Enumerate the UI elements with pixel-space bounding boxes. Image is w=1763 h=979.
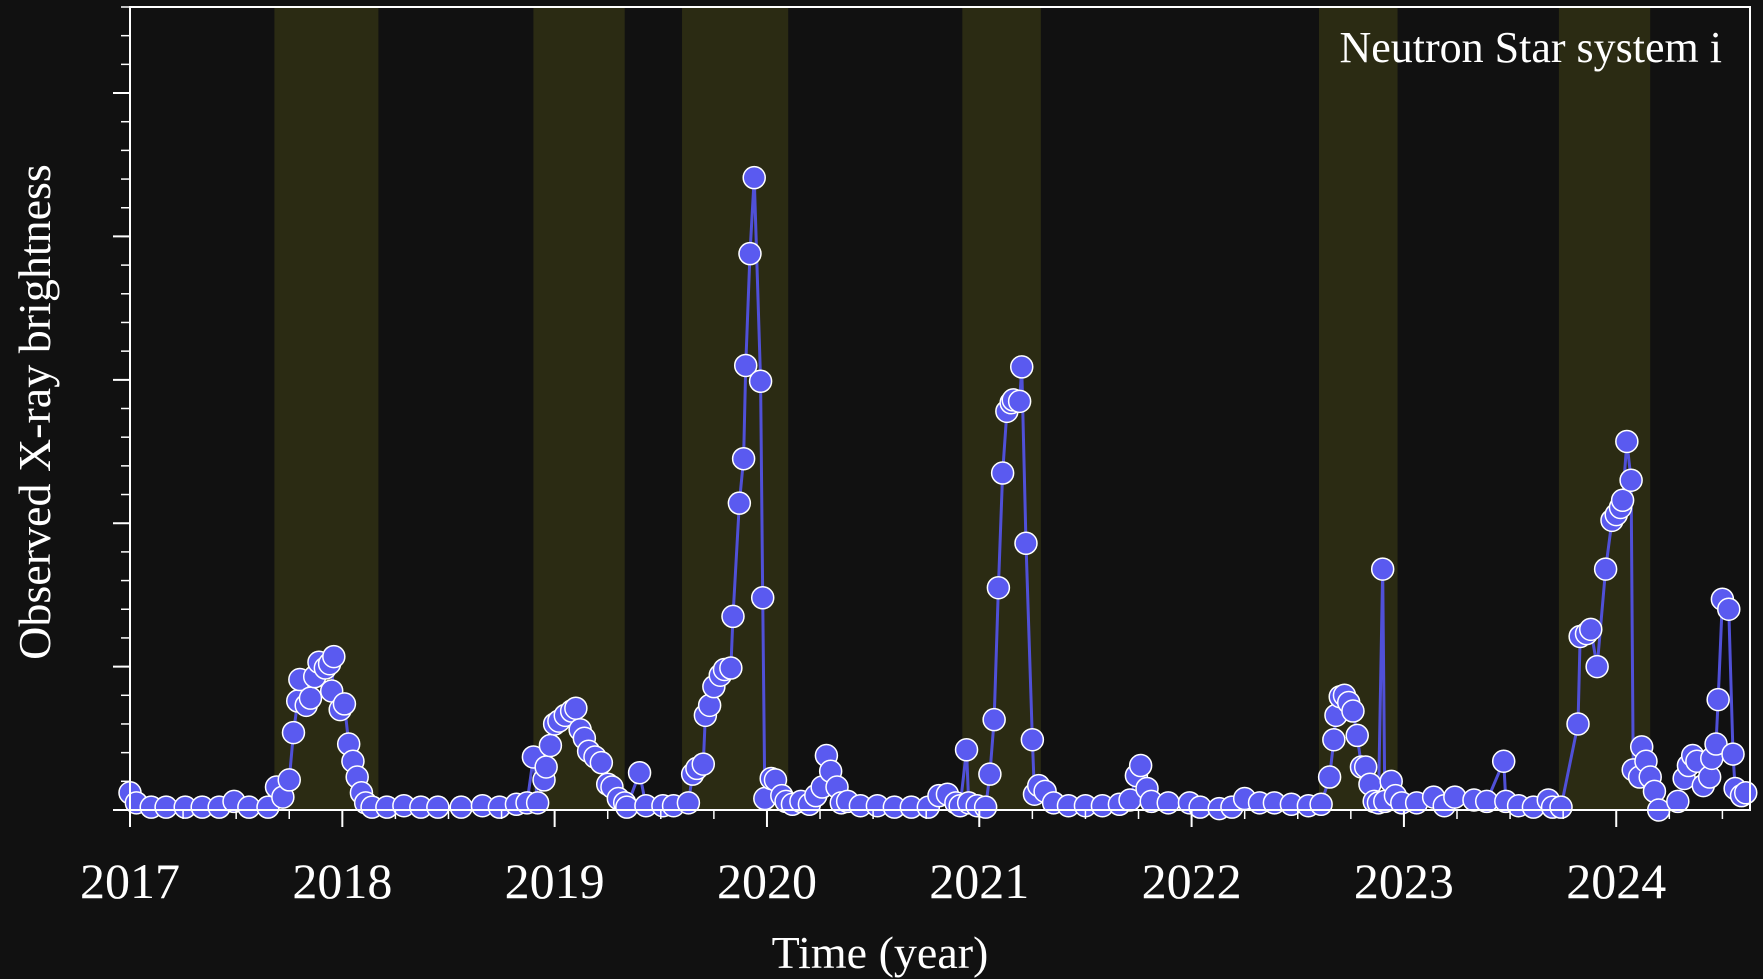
shaded-band xyxy=(533,7,625,810)
data-point xyxy=(1593,557,1618,581)
data-point xyxy=(1615,429,1639,454)
shaded-band xyxy=(682,7,789,810)
data-point xyxy=(986,575,1011,600)
data-point xyxy=(1579,617,1603,642)
annotation: Neutron Star system i xyxy=(1339,23,1722,72)
x-axis-label: Time (year) xyxy=(772,927,989,978)
shaded-band xyxy=(1318,7,1398,810)
data-point xyxy=(1009,355,1034,379)
data-point xyxy=(1734,781,1758,805)
data-point xyxy=(1007,389,1032,414)
data-point xyxy=(738,241,762,266)
data-point xyxy=(589,750,614,775)
data-point xyxy=(691,752,716,776)
data-point xyxy=(1128,753,1153,778)
data-point xyxy=(978,762,1002,786)
x-tick-label: 2018 xyxy=(292,853,392,909)
data-point xyxy=(1370,557,1395,581)
data-point xyxy=(727,491,752,515)
data-point xyxy=(731,446,756,471)
data-point xyxy=(1341,699,1365,723)
data-point xyxy=(973,795,998,819)
data-point xyxy=(742,165,766,190)
data-point xyxy=(322,644,346,669)
data-point xyxy=(1706,687,1730,712)
y-axis-label: Observed X-ray brightness xyxy=(9,164,60,660)
data-point xyxy=(332,692,357,716)
x-tick-label: 2022 xyxy=(1142,853,1242,909)
x-tick-label: 2019 xyxy=(505,853,605,909)
plot xyxy=(118,165,1758,822)
data-point xyxy=(426,795,450,819)
data-point xyxy=(676,791,701,815)
data-point xyxy=(719,656,743,680)
x-tick-label: 2024 xyxy=(1566,853,1666,909)
data-point xyxy=(277,768,301,792)
data-point xyxy=(982,707,1006,732)
data-point xyxy=(298,686,323,710)
data-point xyxy=(954,738,979,762)
bands xyxy=(274,7,1651,810)
data-point xyxy=(1322,727,1346,752)
data-point xyxy=(534,755,558,779)
data-point xyxy=(748,369,773,394)
data-point xyxy=(525,791,550,815)
data-point xyxy=(1610,488,1635,513)
data-point xyxy=(1585,654,1609,679)
data-point xyxy=(1309,792,1333,817)
shaded-band xyxy=(1558,7,1651,810)
x-tick-label: 2021 xyxy=(929,853,1029,909)
data-point xyxy=(1014,531,1038,556)
data-point xyxy=(1717,597,1741,621)
data-point xyxy=(1491,749,1516,773)
x-tick-label: 2023 xyxy=(1354,853,1454,909)
data-point xyxy=(1666,789,1690,814)
data-point xyxy=(538,733,563,758)
data-point xyxy=(750,586,775,610)
data-point xyxy=(1619,468,1643,492)
data-point xyxy=(281,720,306,745)
data-point xyxy=(1317,765,1342,789)
data-point xyxy=(1549,795,1573,819)
data-point xyxy=(627,760,652,785)
data-point xyxy=(449,795,473,819)
data-point xyxy=(721,604,745,629)
data-point xyxy=(990,461,1015,485)
data-point xyxy=(564,696,588,720)
data-point xyxy=(1721,742,1745,766)
data-point xyxy=(1566,712,1590,736)
data-point xyxy=(1345,723,1369,748)
x-tick-label: 2020 xyxy=(717,853,817,909)
data-point xyxy=(1443,785,1467,809)
data-point xyxy=(1020,727,1045,752)
x-tick-label: 2017 xyxy=(80,853,180,909)
data-point xyxy=(733,353,758,378)
